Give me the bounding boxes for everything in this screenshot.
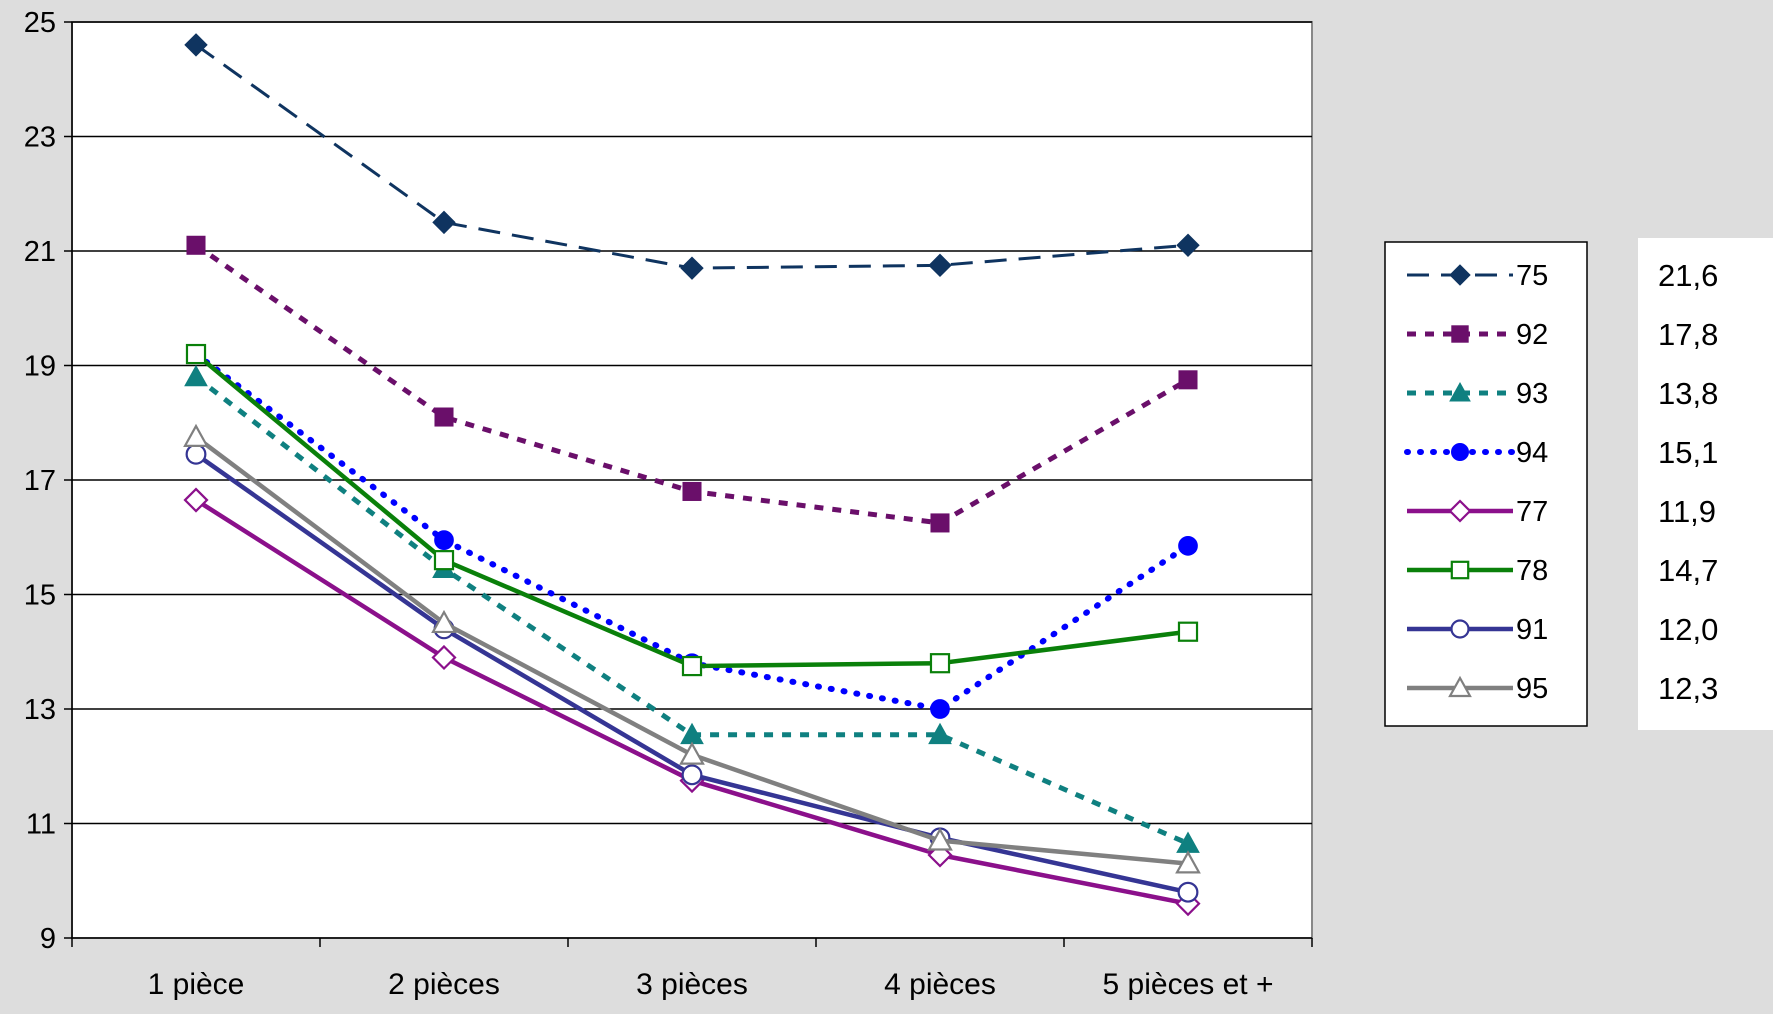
data-point-square	[185, 343, 207, 365]
data-point-circle	[434, 530, 454, 550]
data-point-triangle	[431, 609, 457, 634]
side-values-panel: 21,6 17,8 13,8 15,1 11,9 14,7 12,0 12,3	[1638, 238, 1773, 730]
legend-item-77: 77	[1407, 496, 1548, 528]
y-tick-label: 11	[26, 809, 56, 841]
data-point-circle	[185, 443, 207, 465]
data-point-diamond	[1448, 499, 1472, 523]
data-point-diamond	[1176, 233, 1200, 257]
data-point-triangle	[927, 827, 953, 851]
data-point-triangle	[679, 741, 705, 765]
x-tick-label: 3 pièces	[636, 968, 748, 1001]
side-value: 12,3	[1658, 671, 1718, 706]
data-point-square	[682, 481, 702, 501]
y-tick-label: 19	[24, 351, 56, 383]
data-point-triangle	[928, 722, 952, 745]
data-point-triangle	[1175, 850, 1201, 874]
legend-item-78: 78	[1407, 555, 1548, 587]
series-lines	[183, 33, 1201, 917]
legend-item-95: 95	[1407, 673, 1548, 705]
series-75	[184, 33, 1200, 280]
data-point-square	[929, 653, 951, 674]
data-point-square	[1450, 560, 1470, 580]
legend-label: 92	[1516, 319, 1548, 351]
data-point-triangle	[183, 423, 209, 447]
data-point-diamond	[183, 487, 209, 513]
x-tick-label: 4 pièces	[884, 968, 996, 1001]
x-tick-label: 5 pièces et +	[1103, 968, 1274, 1001]
x-tick-label: 1 pièce	[148, 968, 245, 1001]
data-point-triangle	[184, 364, 208, 387]
data-point-square	[434, 407, 454, 427]
side-value: 12,0	[1658, 612, 1718, 647]
data-point-circle	[930, 699, 950, 719]
y-tick-label: 23	[24, 122, 56, 154]
legend-item-93: 93	[1407, 378, 1548, 410]
legend-item-91: 91	[1407, 614, 1548, 646]
data-point-circle	[1178, 535, 1198, 556]
y-tick-label: 17	[24, 465, 56, 497]
legend-label: 77	[1516, 496, 1548, 528]
side-value: 13,8	[1658, 376, 1718, 411]
legend-box	[1384, 241, 1588, 727]
y-tick-label: 13	[24, 694, 56, 726]
legend-label: 93	[1516, 378, 1548, 410]
series-78	[185, 343, 1199, 677]
legend-item-92: 92	[1407, 319, 1548, 351]
data-point-square	[930, 513, 950, 533]
data-point-circle	[1451, 443, 1469, 461]
legend-label: 91	[1516, 614, 1548, 646]
legend-item-94: 94	[1404, 437, 1548, 469]
side-value: 11,9	[1658, 494, 1716, 529]
legend-label: 75	[1516, 260, 1548, 292]
side-values-box	[1638, 238, 1773, 730]
y-tick-label: 25	[24, 7, 56, 39]
legend-label: 78	[1516, 555, 1548, 587]
data-point-diamond	[928, 253, 952, 278]
y-tick-label: 15	[24, 580, 56, 612]
data-point-diamond	[184, 33, 208, 57]
side-value: 21,6	[1658, 258, 1718, 293]
data-point-diamond	[432, 210, 456, 235]
side-value: 15,1	[1658, 435, 1718, 470]
data-point-circle	[681, 764, 703, 786]
data-point-circle	[1450, 619, 1470, 639]
data-point-square	[186, 235, 206, 255]
data-point-square	[1177, 621, 1199, 642]
x-tick-label: 2 pièces	[388, 968, 500, 1001]
axes: 9 11 13 15 17 19 21 23 25 1 pièce 2 pièces 3 pièces…	[24, 7, 1313, 1001]
data-point-circle	[1177, 881, 1199, 903]
side-value: 17,8	[1658, 317, 1718, 352]
series-92	[186, 235, 1198, 533]
series-95	[183, 423, 1201, 874]
data-point-diamond	[431, 644, 457, 671]
data-point-square	[681, 655, 703, 677]
legend-label: 95	[1516, 673, 1548, 705]
y-tick-label: 9	[40, 923, 56, 955]
data-point-diamond	[1449, 264, 1471, 286]
legend-item-75: 75	[1407, 260, 1548, 292]
side-value: 14,7	[1658, 553, 1718, 588]
legend-label: 94	[1516, 437, 1548, 469]
data-point-square	[1178, 370, 1198, 390]
data-point-triangle	[1449, 381, 1471, 402]
data-point-triangle	[1448, 675, 1472, 698]
data-point-diamond	[680, 256, 704, 280]
y-tick-label: 21	[24, 236, 56, 268]
data-point-square	[433, 550, 455, 571]
legend: 75 92 93 94 77 78 91 95	[1384, 241, 1588, 727]
data-point-square	[1451, 325, 1469, 343]
